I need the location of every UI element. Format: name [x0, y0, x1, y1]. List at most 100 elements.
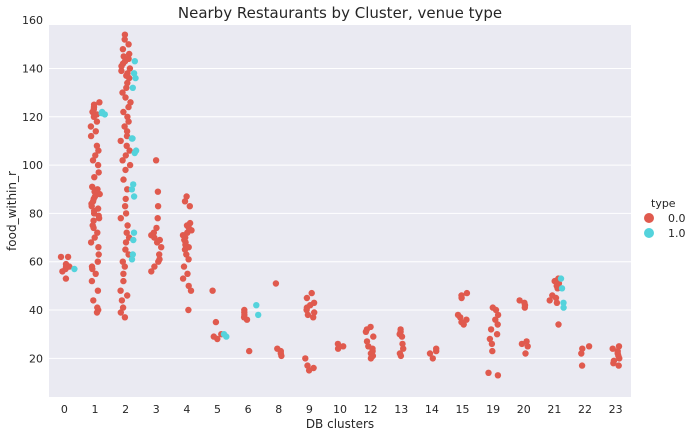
- data-point-type-0.0: [463, 316, 470, 323]
- plot-background: [49, 25, 631, 397]
- data-point-type-0.0: [123, 132, 131, 140]
- data-point-type-0.0: [494, 372, 502, 379]
- data-point-type-1.0: [130, 236, 137, 244]
- data-point-type-0.0: [272, 280, 280, 287]
- x-tick-labels: 0 1 2 3 4 5 6 8 9 10 12 13 14 15 19 20 21 22 23: [61, 403, 623, 416]
- data-point-type-0.0: [89, 183, 96, 190]
- data-point-type-0.0: [458, 292, 465, 299]
- y-tick-label: 60: [29, 256, 43, 269]
- data-point-type-0.0: [94, 161, 102, 169]
- data-point-type-0.0: [121, 314, 129, 321]
- data-point-type-0.0: [95, 169, 102, 176]
- data-point-type-0.0: [489, 347, 496, 355]
- data-point-type-0.0: [94, 229, 101, 236]
- data-point-type-0.0: [87, 132, 95, 140]
- data-point-type-0.0: [553, 299, 561, 306]
- data-point-type-0.0: [454, 311, 462, 319]
- data-point-type-0.0: [123, 229, 130, 236]
- y-tick-label: 80: [29, 207, 43, 220]
- grid-lines: [49, 19, 631, 359]
- data-point-type-1.0: [98, 110, 105, 117]
- data-point-type-1.0: [128, 135, 135, 142]
- data-point-type-0.0: [493, 331, 501, 338]
- legend-entry-0: 0.0: [668, 212, 686, 225]
- data-point-type-0.0: [179, 275, 187, 282]
- data-point-type-0.0: [181, 198, 189, 205]
- y-tick-label: 160: [22, 14, 43, 27]
- data-point-type-0.0: [125, 103, 132, 111]
- data-point-type-0.0: [120, 270, 127, 277]
- data-point-type-0.0: [210, 333, 217, 340]
- data-point-type-0.0: [304, 311, 312, 319]
- data-point-type-0.0: [94, 304, 101, 311]
- data-point-type-0.0: [88, 263, 96, 270]
- data-point-type-0.0: [183, 251, 190, 258]
- data-point-type-0.0: [546, 297, 553, 304]
- data-point-type-0.0: [340, 343, 347, 350]
- x-tick-label: 21: [547, 403, 561, 416]
- data-point-type-0.0: [90, 297, 97, 304]
- data-point-type-0.0: [118, 67, 125, 75]
- data-point-type-0.0: [126, 147, 133, 154]
- data-point-type-0.0: [522, 350, 529, 357]
- data-point-type-0.0: [614, 347, 621, 355]
- data-point-type-0.0: [185, 282, 192, 290]
- x-tick-label: 13: [394, 403, 408, 416]
- data-point-type-0.0: [117, 287, 124, 294]
- data-point-type-0.0: [90, 101, 98, 108]
- data-point-type-1.0: [130, 181, 137, 188]
- data-point-type-1.0: [129, 251, 136, 258]
- data-point-type-1.0: [558, 285, 566, 292]
- data-point-type-0.0: [96, 190, 103, 198]
- data-point-type-0.0: [57, 253, 65, 261]
- x-tick-label: 5: [214, 403, 221, 416]
- data-point-type-0.0: [91, 234, 98, 241]
- data-point-type-0.0: [93, 142, 101, 149]
- data-point-type-0.0: [92, 270, 99, 277]
- data-point-type-0.0: [154, 203, 162, 210]
- data-point-type-0.0: [122, 210, 130, 217]
- x-axis-label: DB clusters: [306, 417, 374, 431]
- data-point-type-0.0: [62, 260, 70, 268]
- data-point-type-1.0: [128, 186, 136, 193]
- data-point-type-0.0: [488, 340, 496, 348]
- x-tick-label: 12: [364, 403, 378, 416]
- data-point-type-0.0: [463, 289, 471, 297]
- data-point-type-0.0: [121, 263, 128, 270]
- data-point-type-0.0: [122, 94, 129, 101]
- data-point-type-0.0: [367, 323, 374, 331]
- data-point-type-0.0: [122, 166, 129, 174]
- data-point-type-1.0: [130, 229, 138, 236]
- data-point-type-0.0: [124, 79, 131, 87]
- data-point-type-0.0: [429, 355, 436, 362]
- y-tick-label: 20: [29, 352, 43, 365]
- data-point-type-1.0: [132, 147, 140, 154]
- data-point-type-0.0: [523, 338, 530, 345]
- data-point-type-0.0: [127, 99, 134, 106]
- data-point-type-0.0: [124, 186, 131, 193]
- data-point-type-0.0: [615, 362, 622, 369]
- x-tick-label: 8: [275, 403, 282, 416]
- x-tick-label: 23: [609, 403, 623, 416]
- data-point-type-0.0: [156, 236, 163, 244]
- data-point-type-0.0: [87, 239, 95, 246]
- y-tick-label: 120: [22, 111, 43, 124]
- data-point-type-0.0: [609, 345, 616, 352]
- legend-entry-1: 1.0: [668, 227, 686, 240]
- data-point-type-0.0: [94, 205, 102, 212]
- data-point-type-0.0: [433, 345, 440, 352]
- data-point-type-0.0: [124, 222, 131, 229]
- data-point-type-0.0: [122, 239, 130, 246]
- data-point-type-0.0: [119, 157, 126, 164]
- data-point-type-0.0: [120, 176, 127, 183]
- data-point-type-0.0: [156, 251, 163, 258]
- x-tick-label: 4: [183, 403, 190, 416]
- data-point-type-0.0: [91, 193, 99, 200]
- data-point-type-0.0: [524, 343, 531, 350]
- data-point-type-1.0: [131, 58, 138, 65]
- data-point-type-0.0: [117, 309, 125, 316]
- data-point-type-0.0: [585, 343, 593, 350]
- data-point-type-0.0: [150, 229, 157, 236]
- data-point-type-1.0: [129, 84, 136, 92]
- data-point-type-0.0: [92, 128, 100, 135]
